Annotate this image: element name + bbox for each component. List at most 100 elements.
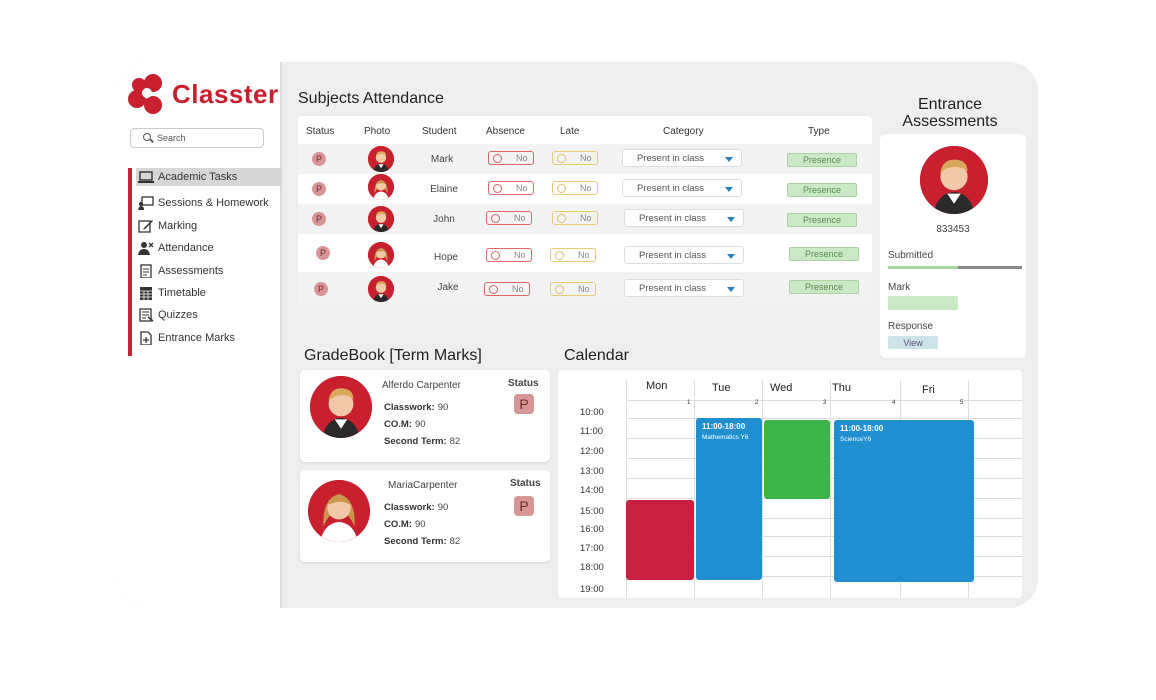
entrance-assessments-title: Entrance Assessments — [902, 96, 998, 130]
sidebar-item-assessments[interactable]: Assessments — [138, 262, 223, 280]
teacher-board-icon — [138, 196, 154, 210]
response-label: Response — [888, 321, 934, 332]
absence-toggle[interactable]: No — [488, 181, 534, 195]
calendar-date-4: 4 — [892, 400, 896, 406]
category-select[interactable]: Present in class — [622, 179, 742, 197]
gradebook-card[interactable]: MariaCarpenter Classwork: 90 CO.M: 90 Seco… — [300, 470, 550, 562]
sidebar-item-marking[interactable]: Marking — [138, 217, 197, 235]
app-window: Classter Search Academic Tasks Sessions … — [118, 62, 1038, 608]
calendar-event-thu[interactable]: 11:00-18:00 ScienceY6 — [834, 420, 974, 582]
second-term-line: Second Term: 82 — [384, 536, 461, 547]
student-photo — [310, 376, 372, 438]
student-photo — [368, 276, 394, 302]
classwork-line: Classwork: 90 — [384, 402, 449, 413]
late-toggle[interactable]: No — [552, 181, 598, 195]
student-photo — [368, 174, 394, 200]
calendar-day-mon[interactable]: Mon — [646, 380, 668, 392]
student-photo — [368, 206, 394, 232]
table-row[interactable]: P Elaine No No Present in class Presence — [298, 174, 872, 204]
entrance-assessments-card: 833453 Submitted Mark Response View — [880, 134, 1026, 358]
table-row[interactable]: P John No No Present in class Presence — [298, 204, 872, 234]
status-badge: P — [312, 212, 326, 226]
view-response-button[interactable]: View — [888, 336, 938, 349]
category-select[interactable]: Present in class — [624, 209, 744, 227]
column-header-student: Student — [422, 126, 457, 137]
brand-name: Classter — [172, 78, 279, 109]
calendar-event-mon[interactable] — [626, 500, 694, 580]
sidebar-item-entrance-marks[interactable]: Entrance Marks — [138, 329, 235, 347]
calendar-event-wed[interactable] — [764, 420, 830, 499]
calendar-hour: 17:00 — [580, 543, 604, 554]
category-select[interactable]: Present in class — [624, 246, 744, 264]
status-badge: P — [314, 282, 328, 296]
sidebar-item-academic-tasks[interactable]: Academic Tasks — [136, 168, 282, 186]
calendar-date-3: 3 — [823, 400, 827, 406]
document-plus-icon — [138, 331, 154, 345]
table-row[interactable]: P Hope No No Present in class Presence — [298, 238, 872, 268]
calendar-title: Calendar — [564, 347, 629, 364]
calendar-day-thu[interactable]: Thu — [832, 382, 851, 394]
late-toggle[interactable]: No — [550, 282, 596, 296]
type-badge: Presence — [787, 183, 857, 197]
student-name: Mark — [430, 154, 454, 165]
brand-logo[interactable]: Classter — [128, 74, 279, 114]
table-row[interactable]: P Jake No No Present in class Presence — [298, 272, 872, 304]
classwork-line: Classwork: 90 — [384, 502, 449, 513]
status-badge: P — [312, 152, 326, 166]
chevron-down-icon — [727, 254, 735, 259]
calendar-day-wed[interactable]: Wed — [770, 382, 793, 394]
calendar-event-tue[interactable]: 11:00-18:00 Mathematics Y6 — [696, 418, 762, 580]
sidebar-item-label: Assessments — [158, 265, 224, 277]
category-select[interactable]: Present in class — [622, 149, 742, 167]
sidebar-item-sessions-homework[interactable]: Sessions & Homework — [138, 194, 269, 212]
gradebook-card[interactable]: Alferdo Carpenter Classwork: 90 CO.M: 90 S… — [300, 370, 550, 462]
student-name: Elaine — [430, 184, 458, 195]
column-header-type: Type — [808, 126, 830, 137]
com-line: CO.M: 90 — [384, 419, 426, 430]
clipboard-icon — [138, 264, 154, 278]
table-row[interactable]: P Mark No No Present in class Presence — [298, 144, 872, 174]
chevron-down-icon — [727, 217, 735, 222]
late-toggle[interactable]: No — [550, 248, 596, 262]
sidebar-item-quizzes[interactable]: Quizzes — [138, 306, 198, 324]
sidebar-item-label: Timetable — [158, 287, 206, 299]
sidebar-item-timetable[interactable]: Timetable — [138, 284, 206, 302]
category-select[interactable]: Present in class — [624, 279, 744, 297]
sidebar-item-label: Quizzes — [158, 309, 198, 321]
calendar-date-1: 1 — [687, 400, 691, 406]
student-photo — [368, 242, 394, 268]
absence-toggle[interactable]: No — [488, 151, 534, 165]
mark-field[interactable] — [888, 296, 958, 310]
calendar-grid-icon — [138, 286, 154, 300]
late-toggle[interactable]: No — [552, 151, 598, 165]
absence-toggle[interactable]: No — [486, 211, 532, 225]
calendar-hour: 13:00 — [580, 466, 604, 477]
type-badge: Presence — [787, 213, 857, 227]
user-remove-icon — [138, 241, 154, 255]
quiz-icon — [138, 308, 154, 322]
search-input[interactable]: Search — [130, 128, 264, 148]
sidebar-item-label: Sessions & Homework — [158, 197, 269, 209]
absence-toggle[interactable]: No — [484, 282, 530, 296]
com-line: CO.M: 90 — [384, 519, 426, 530]
column-header-absence: Absence — [486, 126, 525, 137]
calendar-hour: 12:00 — [580, 446, 604, 457]
student-name: Hope — [434, 252, 458, 263]
calendar-hour: 18:00 — [580, 562, 604, 573]
calendar-day-fri[interactable]: Fri — [922, 384, 935, 396]
column-header-late: Late — [560, 126, 580, 137]
calendar-hour: 16:00 — [580, 524, 604, 535]
status-badge: P — [514, 496, 534, 516]
calendar-hour: 19:00 — [580, 584, 604, 595]
status-badge: P — [316, 246, 330, 260]
sidebar-item-attendance[interactable]: Attendance — [138, 239, 214, 257]
late-toggle[interactable]: No — [552, 211, 598, 225]
student-name: John — [433, 214, 455, 225]
absence-toggle[interactable]: No — [486, 248, 532, 262]
chevron-down-icon — [725, 157, 733, 162]
laptop-icon — [138, 170, 154, 184]
calendar-day-tue[interactable]: Tue — [712, 382, 731, 394]
mark-label: Mark — [888, 282, 911, 293]
student-photo — [368, 146, 394, 172]
sidebar-item-label: Marking — [158, 220, 198, 232]
